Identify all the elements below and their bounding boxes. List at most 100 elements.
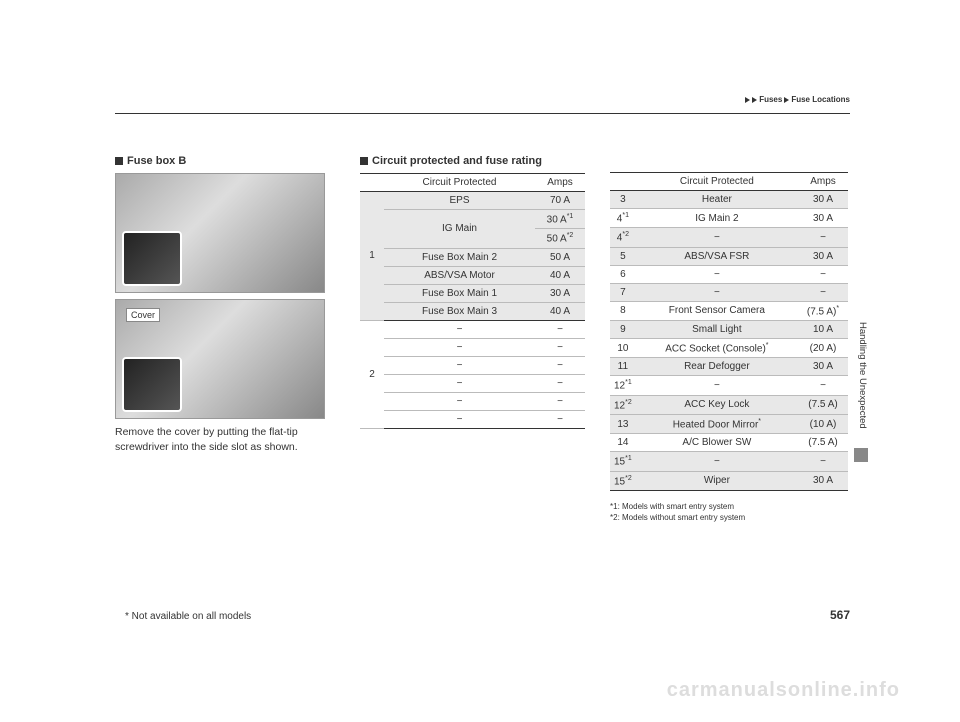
cell-amps: 30 A xyxy=(798,358,848,376)
cell-amps: 30 A xyxy=(798,191,848,209)
cell-num: 6 xyxy=(610,265,636,283)
cell-amps: 30 A xyxy=(798,247,848,265)
cell-amps: 40 A xyxy=(535,266,585,284)
circuit-rating-title: Circuit protected and fuse rating xyxy=(360,155,585,167)
cell-amps: 30 A xyxy=(798,209,848,228)
title-text: Circuit protected and fuse rating xyxy=(372,155,542,167)
cell-amps: 50 A xyxy=(535,248,585,266)
cell-num: 13 xyxy=(610,414,636,433)
cell-circuit: ABS/VSA Motor xyxy=(384,266,535,284)
cell-amps: 40 A xyxy=(535,302,585,320)
table-row: 13Heated Door Mirror*(10 A) xyxy=(610,414,848,433)
cell-circuit: − xyxy=(384,338,535,356)
fusebox-b-title: Fuse box B xyxy=(115,155,325,167)
table-header-row: Circuit Protected Amps xyxy=(360,174,585,192)
th-amps: Amps xyxy=(798,173,848,191)
cell-circuit: − xyxy=(384,320,535,338)
cell-circuit: − xyxy=(384,356,535,374)
cell-num: 1 xyxy=(360,192,384,321)
cell-amps: − xyxy=(535,392,585,410)
table-row: 4*1IG Main 230 A xyxy=(610,209,848,228)
cell-num: 10 xyxy=(610,338,636,357)
table-row: 15*1−− xyxy=(610,452,848,471)
cell-circuit: Rear Defogger xyxy=(636,358,798,376)
cell-amps: 10 A xyxy=(798,320,848,338)
footnote: *2: Models without smart entry system xyxy=(610,512,848,523)
cell-amps: − xyxy=(798,376,848,395)
table-header-row: Circuit Protected Amps xyxy=(610,173,848,191)
cell-num: 5 xyxy=(610,247,636,265)
cell-circuit: Fuse Box Main 1 xyxy=(384,284,535,302)
cell-num: 15*2 xyxy=(610,471,636,490)
breadcrumb-b: Fuse Locations xyxy=(791,95,850,104)
table-row: 7−− xyxy=(610,283,848,301)
fusebox-photo-2: Cover xyxy=(115,299,325,419)
cell-amps: 70 A xyxy=(535,192,585,210)
cell-circuit: − xyxy=(636,228,798,247)
breadcrumb-a: Fuses xyxy=(759,95,782,104)
cell-circuit: EPS xyxy=(384,192,535,210)
table-row: 12*2ACC Key Lock(7.5 A) xyxy=(610,395,848,414)
cell-circuit: − xyxy=(636,265,798,283)
side-tab: Handling the Unexpected xyxy=(854,295,868,455)
cell-num: 12*1 xyxy=(610,376,636,395)
cell-circuit: Heater xyxy=(636,191,798,209)
caption-line: Remove the cover by putting the flat-tip xyxy=(115,426,298,438)
cell-amps: − xyxy=(798,265,848,283)
cell-circuit: IG Main xyxy=(384,210,535,249)
th-blank xyxy=(610,173,636,191)
footnote: *1: Models with smart entry system xyxy=(610,501,848,512)
table-row: 14A/C Blower SW(7.5 A) xyxy=(610,434,848,452)
cell-num: 2 xyxy=(360,320,384,428)
table-row: 6−− xyxy=(610,265,848,283)
square-bullet-icon xyxy=(360,157,368,165)
table-row: 3Heater30 A xyxy=(610,191,848,209)
th-amps: Amps xyxy=(535,174,585,192)
side-tab-marker xyxy=(854,448,868,462)
left-column: Fuse box B Cover Remove the cover by put… xyxy=(115,155,325,454)
table-row: 15*2Wiper30 A xyxy=(610,471,848,490)
th-blank xyxy=(360,174,384,192)
cell-num: 15*1 xyxy=(610,452,636,471)
caption: Remove the cover by putting the flat-tip… xyxy=(115,425,325,454)
cell-circuit: Fuse Box Main 2 xyxy=(384,248,535,266)
page-number: 567 xyxy=(830,608,850,622)
cell-circuit: − xyxy=(384,374,535,392)
fusebox-photo-1 xyxy=(115,173,325,293)
square-bullet-icon xyxy=(115,157,123,165)
table-row: 8Front Sensor Camera(7.5 A)* xyxy=(610,301,848,320)
cell-num: 12*2 xyxy=(610,395,636,414)
chevron-right-icon xyxy=(784,97,789,103)
footnotes: *1: Models with smart entry system *2: M… xyxy=(610,501,848,523)
cell-num: 9 xyxy=(610,320,636,338)
table-row: 5ABS/VSA FSR30 A xyxy=(610,247,848,265)
cell-circuit: IG Main 2 xyxy=(636,209,798,228)
cell-circuit: Heated Door Mirror* xyxy=(636,414,798,433)
title-text: Fuse box B xyxy=(127,155,186,167)
th-circuit: Circuit Protected xyxy=(384,174,535,192)
cell-num: 7 xyxy=(610,283,636,301)
cell-circuit: Small Light xyxy=(636,320,798,338)
cell-circuit: ACC Key Lock xyxy=(636,395,798,414)
caption-line: screwdriver into the side slot as shown. xyxy=(115,441,298,453)
photo-inset xyxy=(122,231,182,286)
cell-amps: (7.5 A)* xyxy=(798,301,848,320)
cell-amps: − xyxy=(535,410,585,428)
fuse-table-2: Circuit Protected Amps 3Heater30 A4*1IG … xyxy=(610,172,848,491)
cell-circuit: Wiper xyxy=(636,471,798,490)
cell-amps: (7.5 A) xyxy=(798,434,848,452)
cell-amps: 30 A xyxy=(535,284,585,302)
cell-amps: − xyxy=(798,452,848,471)
cell-amps: − xyxy=(535,338,585,356)
right-column: Circuit Protected Amps 3Heater30 A4*1IG … xyxy=(610,172,848,523)
cover-label: Cover xyxy=(126,308,160,322)
th-circuit: Circuit Protected xyxy=(636,173,798,191)
chevron-right-icon xyxy=(745,97,750,103)
table-row: 9Small Light10 A xyxy=(610,320,848,338)
cell-amps: (20 A) xyxy=(798,338,848,357)
cell-amps: 30 A xyxy=(798,471,848,490)
cell-circuit: − xyxy=(636,376,798,395)
table-row: 11Rear Defogger30 A xyxy=(610,358,848,376)
cell-num: 4*1 xyxy=(610,209,636,228)
cell-circuit: − xyxy=(384,392,535,410)
